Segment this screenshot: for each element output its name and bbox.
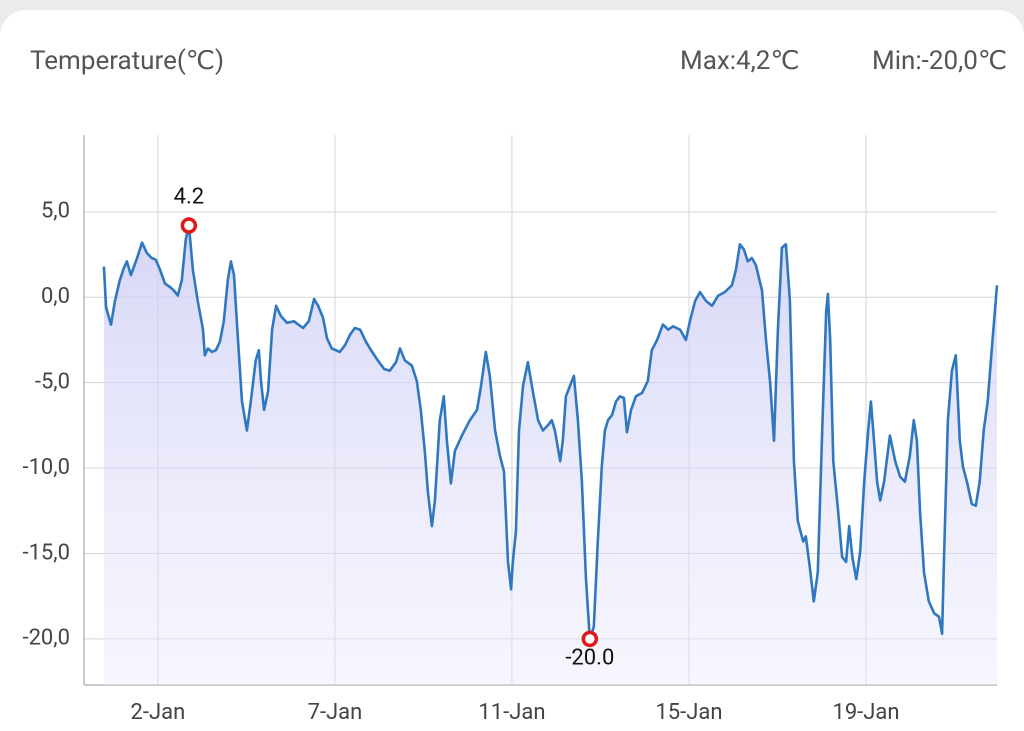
extreme-label: -20.0 xyxy=(565,646,614,671)
x-tick-label: 11-Jan xyxy=(478,700,545,725)
extreme-label: 4.2 xyxy=(174,184,205,209)
x-tick-label: 15-Jan xyxy=(655,700,722,725)
y-tick-label: 5,0 xyxy=(41,199,70,224)
area xyxy=(103,225,997,685)
extreme-marker xyxy=(180,217,198,234)
y-tick-label: -10,0 xyxy=(22,455,70,480)
y-tick-label: -20,0 xyxy=(22,626,70,651)
line xyxy=(102,224,999,641)
chart-title: Temperature(℃) xyxy=(30,46,224,76)
extreme-marker xyxy=(581,630,599,648)
x-tick-label: 7-Jan xyxy=(308,700,363,725)
x-tick-label: 19-Jan xyxy=(832,700,899,725)
y-tick-label: -15,0 xyxy=(22,540,70,565)
max-stat: Max:4,2℃ xyxy=(680,46,800,76)
min-stat: Min:-20,0℃ xyxy=(872,46,1007,76)
y-tick-label: 0,0 xyxy=(41,284,70,309)
y-tick-label: -5,0 xyxy=(35,369,70,394)
x-tick-label: 2-Jan xyxy=(131,700,186,725)
